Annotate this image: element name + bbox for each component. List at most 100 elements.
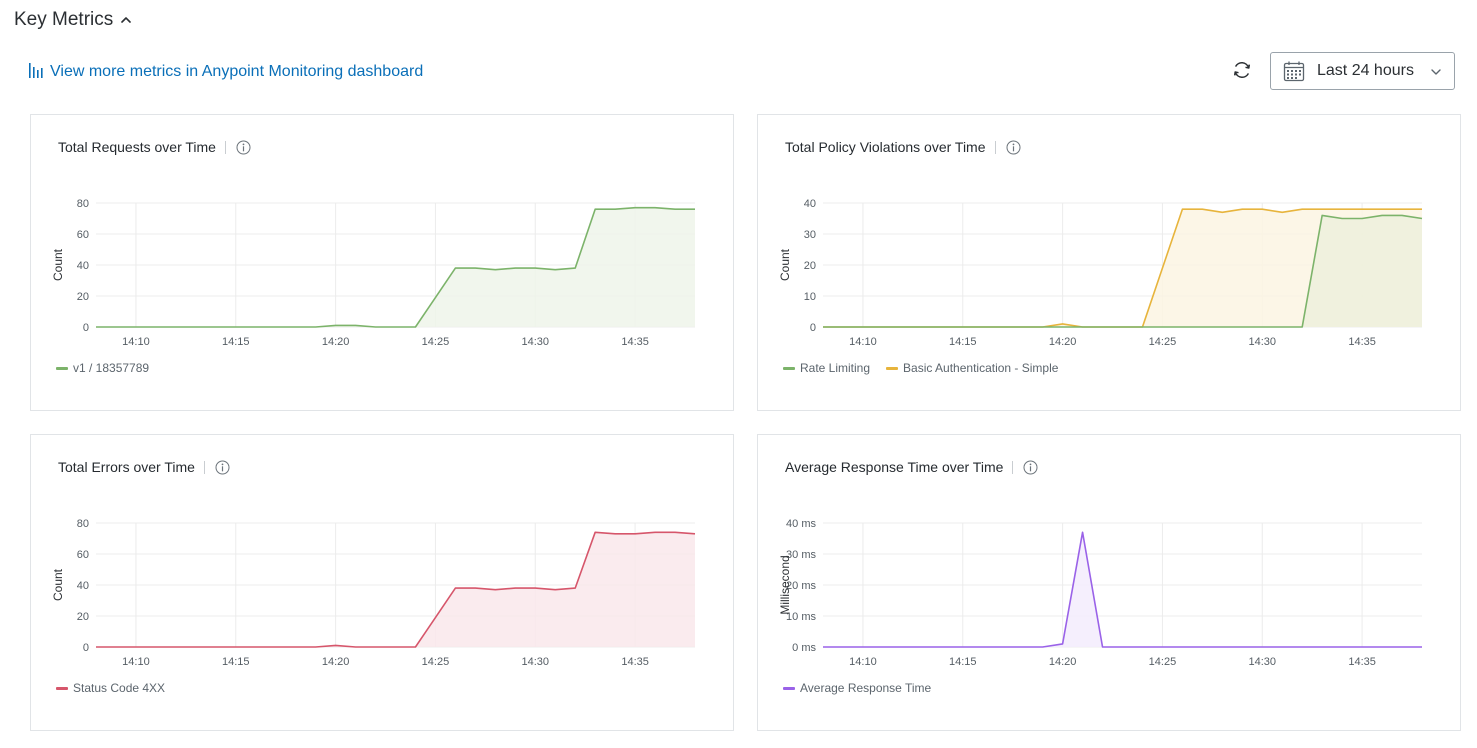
chart-legend: Average Response Time [783, 680, 947, 696]
y-tick-label: 40 ms [786, 518, 816, 530]
chevron-down-icon [1430, 67, 1442, 77]
panel-title: Total Requests over Time [58, 139, 216, 155]
legend-label: Status Code 4XX [73, 681, 166, 695]
panel-total-errors: Total Errors over Time 0 20 40 60 80 14:10 14:… [30, 434, 734, 731]
panel-policy-violations: Total Policy Violations over Time 0 10 20 3… [757, 114, 1461, 411]
y-axis-title: Count [778, 248, 792, 281]
x-tick-label: 14:20 [1049, 656, 1077, 668]
x-tick-label: 14:35 [621, 336, 649, 348]
time-range-select[interactable]: Last 24 hours [1270, 52, 1455, 90]
info-icon[interactable] [236, 140, 251, 155]
x-tick-label: 14:10 [849, 656, 877, 668]
x-tick-label: 14:30 [522, 656, 550, 668]
x-tick-label: 14:15 [222, 336, 250, 348]
series-line[interactable] [96, 206, 695, 328]
y-tick-label: 60 [77, 549, 89, 561]
series-area [823, 532, 1422, 647]
monitoring-link-label: View more metrics in Anypoint Monitoring… [50, 63, 424, 80]
y-tick-label: 60 [77, 229, 89, 241]
y-tick-label: 10 [804, 291, 816, 303]
calendar-icon [1283, 60, 1305, 82]
y-tick-label: 0 [83, 322, 89, 334]
chart-legend: Rate Limiting Basic Authentication - Simp… [783, 360, 1074, 376]
legend-swatch [783, 366, 795, 370]
chevron-up-icon [119, 13, 133, 27]
errors-chart: 0 20 40 60 80 14:10 14:15 14:20 14:25 14:30 14:35 C… [51, 518, 696, 668]
x-tick-label: 14:15 [949, 656, 977, 668]
legend-entry[interactable]: Rate Limiting [783, 361, 870, 375]
response-time-chart: 0 ms 10 ms 20 ms 30 ms 40 ms 14:10 14:15 14:20 1… [778, 518, 1422, 668]
x-tick-label: 14:20 [322, 336, 350, 348]
x-tick-label: 14:35 [1348, 336, 1376, 348]
legend-label: Rate Limiting [800, 361, 871, 375]
y-tick-label: 0 [810, 322, 816, 334]
panel-total-requests: Total Requests over Time 0 20 40 60 80 14:10 1… [30, 114, 734, 411]
y-tick-label: 80 [77, 518, 89, 530]
x-tick-label: 14:10 [122, 656, 150, 668]
y-tick-label: 0 [83, 642, 89, 654]
refresh-button[interactable] [1229, 59, 1255, 85]
x-tick-label: 14:15 [222, 656, 250, 668]
info-icon[interactable] [215, 460, 230, 475]
x-tick-label: 14:30 [1249, 336, 1277, 348]
requests-chart: 0 20 40 60 80 14:10 14:15 14:20 14:25 14:30 14:35 C… [51, 198, 695, 348]
monitoring-dashboard-link[interactable]: View more metrics in Anypoint Monitoring… [28, 60, 423, 84]
panel-title: Total Errors over Time [58, 459, 195, 475]
legend-swatch [56, 366, 68, 370]
x-tick-label: 14:25 [422, 656, 450, 668]
x-tick-label: 14:25 [1149, 656, 1177, 668]
info-icon[interactable] [1006, 140, 1021, 155]
y-tick-label: 20 ms [786, 580, 816, 592]
legend-entry[interactable]: Status Code 4XX [56, 681, 165, 695]
y-tick-label: 40 [77, 260, 89, 272]
panel-average-response-time: Average Response Time over Time 0 ms 10 m… [757, 434, 1461, 731]
legend-swatch [56, 686, 68, 690]
y-tick-label: 80 [77, 198, 89, 210]
legend-label: Basic Authentication - Simple [903, 361, 1059, 375]
legend-entry[interactable]: v1 / 18357789 [56, 361, 149, 375]
y-axis-title: Count [51, 568, 65, 601]
x-tick-label: 14:20 [322, 656, 350, 668]
x-tick-label: 14:35 [1348, 656, 1376, 668]
panel-title: Average Response Time over Time [785, 459, 1004, 475]
section-title: Key Metrics [14, 9, 114, 30]
time-range-value: Last 24 hours [1317, 62, 1414, 79]
series-line[interactable] [823, 214, 1423, 328]
y-axis-title: Millisecond [778, 555, 792, 614]
key-metrics-toggle[interactable]: Key Metrics [14, 6, 133, 34]
chart-legend: v1 / 18357789 [56, 360, 165, 376]
x-tick-label: 14:10 [122, 336, 150, 348]
series-area [96, 532, 695, 647]
x-tick-label: 14:25 [422, 336, 450, 348]
series-area [823, 215, 1422, 327]
y-tick-label: 20 [77, 611, 89, 623]
legend-swatch [886, 366, 899, 370]
chart-legend: Status Code 4XX [56, 680, 181, 696]
legend-label: v1 / 18357789 [73, 361, 150, 375]
y-tick-label: 20 [804, 260, 816, 272]
series-area [96, 207, 695, 327]
y-tick-label: 40 [804, 198, 816, 210]
y-tick-label: 10 ms [786, 611, 816, 623]
legend-entry[interactable]: Basic Authentication - Simple [886, 361, 1058, 375]
y-tick-label: 20 [77, 291, 89, 303]
series-line[interactable] [96, 531, 696, 648]
y-axis-title: Count [51, 248, 65, 281]
policy-violations-chart: 0 10 20 30 40 14:10 14:15 14:20 14:25 14:30 14:35 C… [778, 198, 1423, 348]
y-tick-label: 30 [804, 229, 816, 241]
x-tick-label: 14:15 [949, 336, 977, 348]
series-area [823, 209, 1422, 327]
x-tick-label: 14:10 [849, 336, 877, 348]
legend-entry[interactable]: Average Response Time [783, 681, 931, 695]
x-tick-label: 14:20 [1049, 336, 1077, 348]
legend-swatch [783, 686, 795, 690]
x-tick-label: 14:30 [1249, 656, 1277, 668]
refresh-icon [1231, 59, 1253, 86]
info-icon[interactable] [1023, 460, 1038, 475]
x-tick-label: 14:30 [522, 336, 550, 348]
legend-label: Average Response Time [800, 681, 932, 695]
y-tick-label: 0 ms [792, 642, 816, 654]
x-tick-label: 14:25 [1149, 336, 1177, 348]
x-tick-label: 14:35 [621, 656, 649, 668]
series-line[interactable] [823, 531, 1422, 648]
